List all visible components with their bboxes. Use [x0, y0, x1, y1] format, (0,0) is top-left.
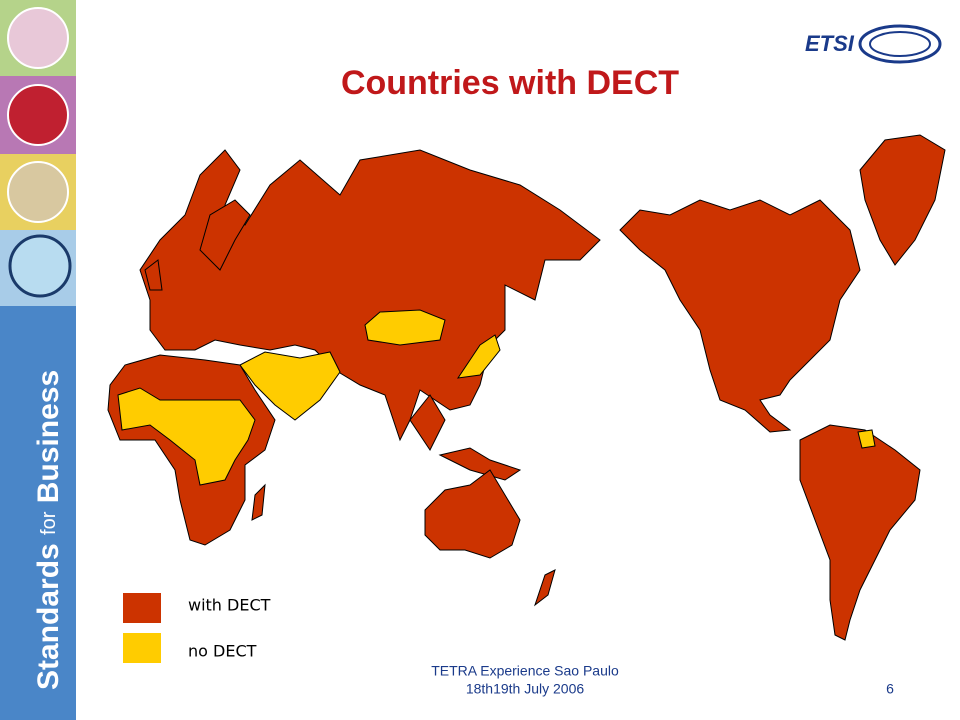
scandinavia: [199, 199, 251, 271]
south-america: [799, 424, 921, 641]
legend: with DECT no DECT: [123, 593, 271, 663]
tile-icon: [7, 7, 69, 69]
australia: [424, 469, 521, 559]
legend-swatch: [123, 633, 161, 663]
japan: [456, 334, 501, 379]
eurasia: [139, 149, 601, 442]
logo-ring: [869, 31, 931, 57]
sidebar: Standards for Business: [0, 0, 76, 720]
map: [107, 134, 946, 641]
southeast-asia: [409, 394, 446, 451]
africa-no-dect: [117, 387, 256, 486]
logo: ETSI: [805, 24, 942, 64]
greenland: [859, 134, 946, 266]
guiana: [857, 429, 876, 449]
legend-label: with DECT: [188, 596, 271, 615]
legend-label: no DECT: [188, 642, 257, 661]
legend-swatch: [123, 593, 161, 623]
tile-icon: [7, 161, 69, 223]
title: Countries with DECT: [341, 64, 679, 102]
page-number: 6: [886, 681, 894, 697]
indonesia: [438, 447, 522, 481]
footer: 18th19th July 2006: [466, 681, 585, 697]
footer: TETRA Experience Sao Paulo: [431, 663, 619, 679]
uk: [144, 259, 163, 291]
tile-icon: [7, 84, 69, 146]
logo-text: ETSI: [805, 31, 855, 56]
new-zealand: [534, 569, 556, 607]
middle-east: [239, 351, 341, 421]
madagascar: [251, 483, 266, 521]
tile-icon: [8, 234, 72, 298]
north-america: [619, 199, 861, 433]
sidebar-text: Standards for Business: [32, 370, 65, 690]
mongolia: [364, 309, 446, 346]
logo-ring: [858, 24, 942, 64]
